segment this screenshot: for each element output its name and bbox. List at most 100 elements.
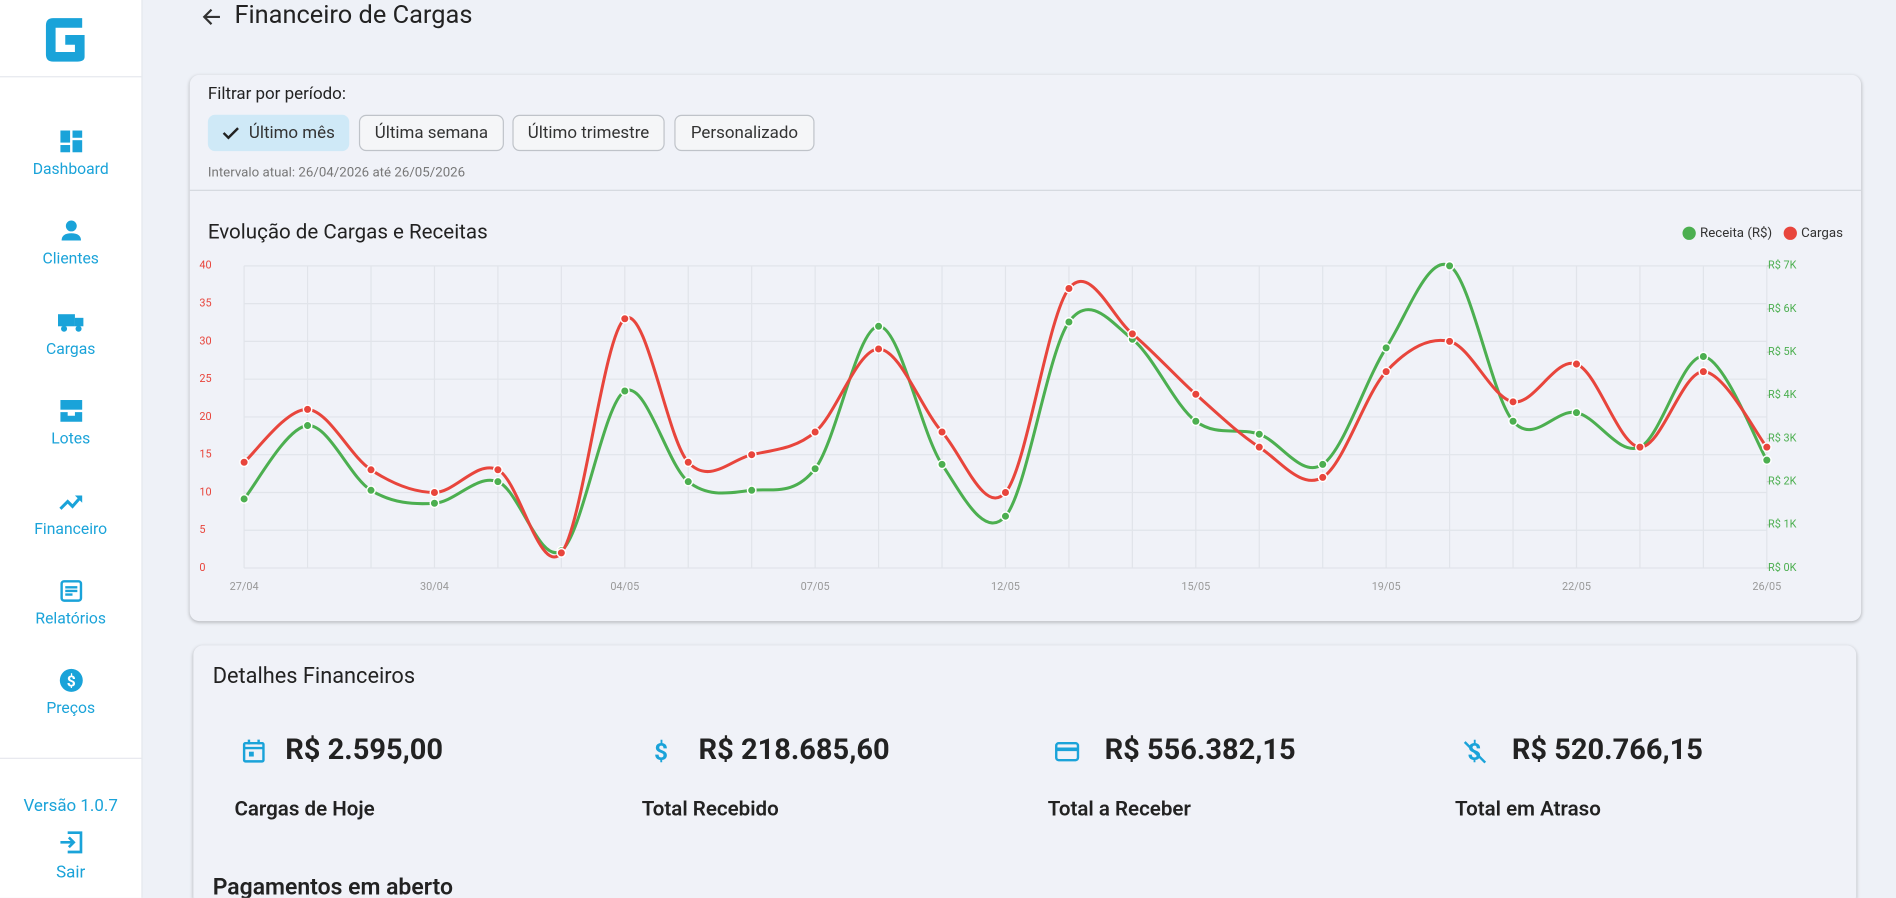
data-point [556,547,567,558]
data-point [429,487,440,498]
filter-button[interactable]: Último trimestre [512,114,665,152]
legend-marker [1682,226,1696,240]
data-point [1254,442,1265,453]
y2-tick-label: R$ 0K [1768,561,1797,574]
y2-tick-label: R$ 3K [1768,431,1797,444]
nav-label: Clientes [42,250,99,269]
nav-item[interactable]: Financeiro [0,489,141,539]
data-point [1571,359,1582,370]
nav-item[interactable]: Dashboard [0,129,141,179]
y2-tick-label: R$ 6K [1768,302,1797,315]
data-point [810,427,821,437]
data-point [1698,351,1709,362]
data-point [1634,442,1645,453]
y2-tick-label: R$ 1K [1768,518,1797,531]
data-point [1444,336,1455,347]
back-arrow[interactable] [201,6,223,28]
data-point [1381,342,1392,353]
y-tick-label: 40 [199,259,211,272]
data-point [1381,366,1392,377]
data-point [937,427,947,437]
x-tick-label: 12/05 [991,580,1020,593]
filter-button[interactable]: Personalizado [674,114,815,152]
logout[interactable]: Sair [0,829,141,882]
x-tick-label: 19/05 [1372,580,1401,593]
y-tick-label: 5 [199,523,205,536]
data-point [239,457,250,468]
nav-item[interactable]: Cargas [0,309,141,359]
details-title: Detalhes Financeiros [212,663,416,689]
x-tick-label: 30/04 [420,580,449,593]
x-tick-label: 07/05 [801,580,830,593]
filter-text: Último trimestre [527,123,650,143]
y-tick-label: 0 [199,561,205,574]
data-point [302,420,313,431]
filter-button[interactable]: Última semana [358,114,504,152]
data-point [683,457,694,468]
logout-label: Sair [56,862,86,883]
y-tick-label: 10 [199,485,211,498]
data-point [1761,455,1772,466]
y2-tick-label: R$ 5K [1768,345,1797,358]
data-point [302,404,313,415]
nav-label: Lotes [51,430,91,449]
nav-label: Relatórios [35,610,106,629]
nav-item[interactable]: $ Preços [0,668,141,718]
data-point [1317,472,1328,483]
version: Versão 1.0.7 [23,796,118,816]
data-point [492,464,503,475]
data-point [1254,429,1265,440]
x-tick-label: 26/05 [1752,580,1781,593]
data-point [366,485,376,496]
data-point [429,498,440,509]
nav-item[interactable]: Relatórios [0,579,141,629]
data-point [1317,459,1328,470]
x-tick-label: 22/05 [1562,580,1591,593]
sidebar: Dashboard Clientes Cargas Lotes Financei… [0,0,143,898]
data-point [1190,416,1201,427]
x-tick-label: 15/05 [1181,580,1210,593]
y2-tick-label: R$ 7K [1768,259,1797,272]
svg-text:$: $ [654,738,668,765]
y-tick-label: 20 [199,410,211,423]
data-point [619,313,630,324]
divider [189,189,1862,191]
details-card [193,645,1857,898]
filter-button[interactable]: Último mês [207,114,350,152]
data-point [746,485,757,496]
legend-label: Cargas [1801,226,1843,241]
stat-value: R$ 556.382,15 [1104,732,1296,767]
logo [45,18,85,62]
nav-item[interactable]: Clientes [0,219,141,269]
svg-text:$: $ [66,671,75,690]
data-point [619,386,630,396]
y2-tick-label: R$ 2K [1768,475,1797,488]
stat-label: Total em Atraso [1455,797,1601,822]
x-tick-label: 04/05 [610,580,639,593]
chart-title: Evolução de Cargas e Receitas [208,221,488,245]
data-point [1127,328,1138,339]
data-point [810,463,821,474]
nav-label: Cargas [45,340,96,359]
data-point [1698,366,1709,377]
y-tick-label: 35 [199,297,211,310]
page-title: Financeiro de Cargas [234,1,473,31]
data-point [1444,260,1455,271]
legend-marker [1783,226,1797,240]
filter-label: Filtrar por período: [207,84,346,104]
data-point [492,476,503,487]
chart: Evolução de Cargas e Receitas 27/04 30/04… [199,221,1843,594]
section-title: Pagamentos em aberto [212,872,453,898]
stat-label: Total a Receber [1047,797,1191,822]
nav-label: Financeiro [34,520,108,539]
y-tick-label: 30 [199,334,211,347]
data-point [746,449,757,460]
y-tick-label: 15 [199,448,211,461]
nav-item[interactable]: Lotes [0,399,141,449]
data-point [1190,389,1201,400]
data-point [873,321,884,332]
data-point [1571,407,1582,418]
data-point [1063,317,1074,327]
